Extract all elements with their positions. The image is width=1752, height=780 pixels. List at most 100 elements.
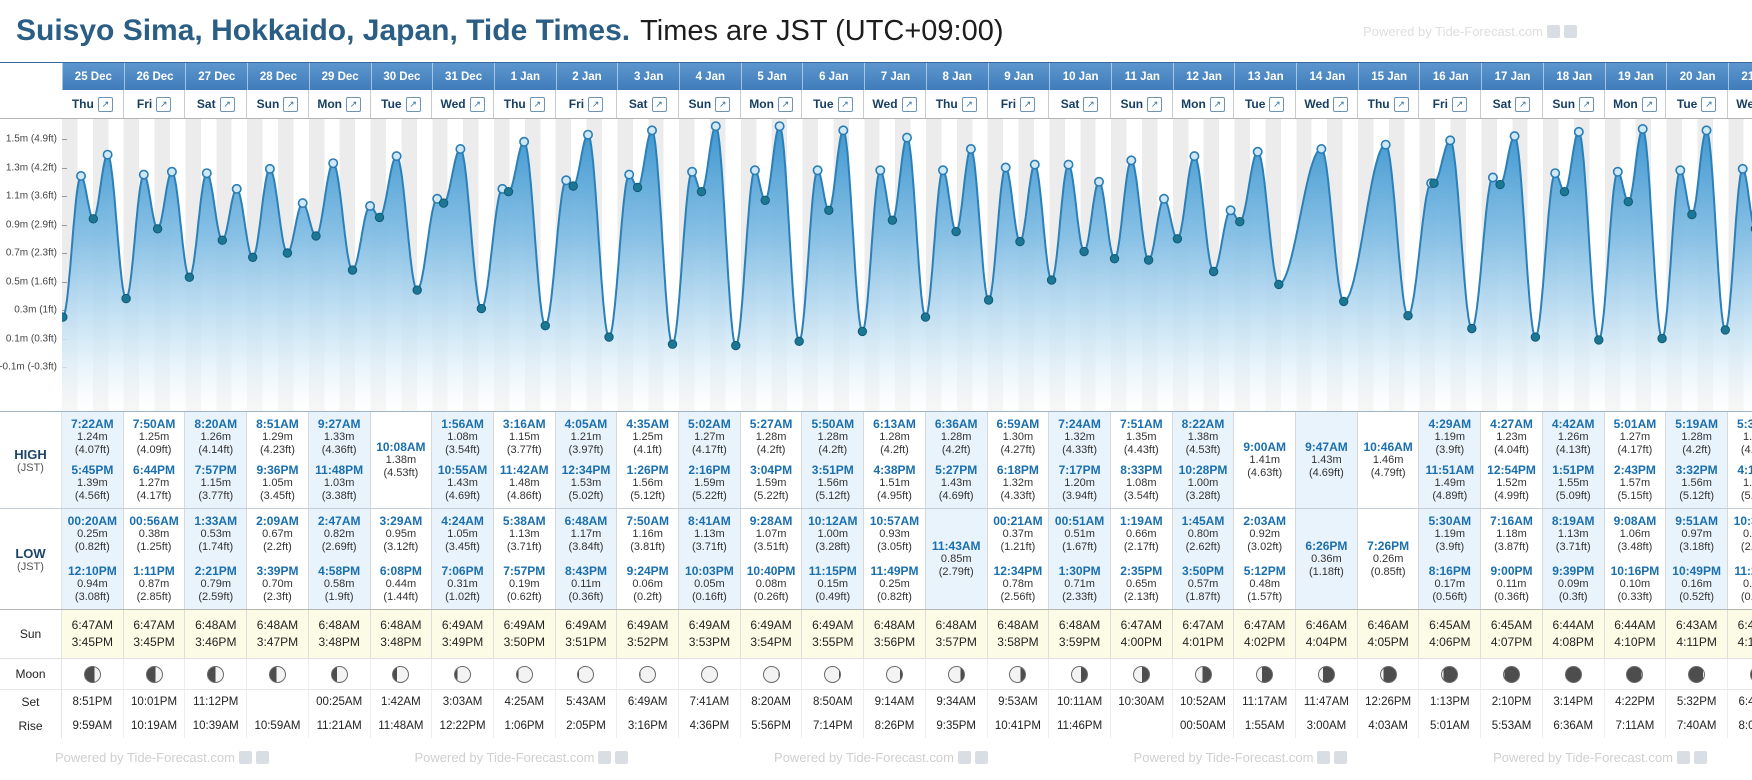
open-day-icon[interactable]: ↗ — [651, 96, 667, 112]
open-day-icon[interactable]: ↗ — [529, 96, 545, 112]
day-link[interactable]: Fri ↗ — [1419, 90, 1482, 118]
tide-point-low — [311, 231, 321, 241]
day-link[interactable]: Sat ↗ — [185, 90, 248, 118]
tide-point-high — [201, 168, 212, 179]
open-day-icon[interactable]: ↗ — [283, 96, 299, 112]
y-axis-tick — [62, 139, 67, 140]
open-day-icon[interactable]: ↗ — [901, 96, 917, 112]
open-day-icon[interactable]: ↗ — [1579, 96, 1595, 112]
tide-time: 1:26PM — [626, 463, 669, 477]
day-link[interactable]: Fri ↗ — [555, 90, 618, 118]
day-link[interactable]: Tue ↗ — [802, 90, 865, 118]
open-day-icon[interactable]: ↗ — [405, 96, 421, 112]
day-link[interactable]: Wed↗ — [1296, 90, 1358, 118]
open-day-icon[interactable]: ↗ — [1209, 96, 1225, 112]
share-twitter-icon — [1334, 751, 1348, 764]
open-day-icon[interactable]: ↗ — [1020, 96, 1036, 112]
day-link[interactable]: Sun ↗ — [679, 90, 741, 118]
day-link[interactable]: Mon ↗ — [740, 90, 803, 118]
tide-time: 9:00AM — [1243, 440, 1287, 454]
moon-cell — [1234, 659, 1297, 689]
tide-point-high — [365, 201, 376, 212]
high-tide-entry: 7:51AM 1.35m (4.43ft) — [1120, 417, 1163, 457]
open-day-icon[interactable]: ↗ — [1269, 96, 1285, 112]
day-name: Sat — [1060, 97, 1080, 111]
day-name: Tue — [813, 97, 834, 111]
tide-point-low — [1467, 323, 1477, 334]
sunrise-time: 6:47AM — [1182, 618, 1224, 632]
tide-height-ft: (4.17ft) — [691, 444, 727, 456]
day-link[interactable]: Wed↗ — [432, 90, 494, 118]
open-day-icon[interactable]: ↗ — [837, 96, 853, 112]
day-link[interactable]: Tue ↗ — [1666, 90, 1728, 118]
open-day-icon[interactable]: ↗ — [961, 96, 977, 112]
day-link[interactable]: Mon ↗ — [1172, 90, 1235, 118]
moon-cell — [679, 659, 741, 689]
tide-height-m: 0.24m — [1743, 578, 1752, 590]
moon-phase-icon — [268, 665, 286, 683]
tide-time: 10:08AM — [376, 440, 426, 454]
open-day-icon[interactable]: ↗ — [97, 96, 113, 112]
high-tide-cell: 4:42AM 1.26m (4.13ft) 1:51PM 1.55m (5.09ft) — [1542, 412, 1605, 508]
open-day-icon[interactable]: ↗ — [469, 96, 485, 112]
high-tide-entry: 11:51AM 1.49m (4.89ft) — [1425, 463, 1474, 503]
day-link[interactable]: Wed↗ — [864, 90, 926, 118]
tide-height-ft: (3.77ft) — [198, 490, 234, 502]
day-link[interactable]: Sat ↗ — [1481, 90, 1543, 118]
tide-height-m: 0.71m — [1064, 578, 1095, 590]
day-link[interactable]: Thu ↗ — [62, 90, 124, 118]
tide-height-ft: (3.71ft) — [691, 541, 727, 553]
sunset-time: 3:54PM — [750, 635, 792, 649]
day-link[interactable]: Mon ↗ — [1604, 90, 1667, 118]
day-link[interactable]: Fri ↗ — [987, 90, 1050, 118]
open-day-icon[interactable]: ↗ — [1701, 96, 1717, 112]
moon-phase-icon — [885, 665, 903, 683]
open-day-icon[interactable]: ↗ — [715, 96, 731, 112]
open-day-icon[interactable]: ↗ — [1147, 96, 1163, 112]
day-link[interactable]: Sun ↗ — [1110, 90, 1173, 118]
low-tide-cell: 9:08AM 1.06m (3.48ft) 10:16PM 0.10m (0.33ft) — [1604, 509, 1667, 609]
open-day-icon[interactable]: ↗ — [1333, 96, 1349, 112]
open-day-icon[interactable]: ↗ — [1393, 96, 1409, 112]
day-link[interactable]: Thu ↗ — [1357, 90, 1420, 118]
open-day-icon[interactable]: ↗ — [345, 96, 361, 112]
high-tide-entry: 4:27AM 1.23m (4.04ft) — [1490, 417, 1533, 457]
open-day-icon[interactable]: ↗ — [1641, 96, 1657, 112]
open-day-icon[interactable]: ↗ — [1083, 96, 1099, 112]
day-link[interactable]: Fri ↗ — [123, 90, 186, 118]
day-link[interactable]: Thu ↗ — [925, 90, 988, 118]
day-link[interactable]: Sat ↗ — [1049, 90, 1111, 118]
high-tide-row: HIGH (JST) 7:22AM 1.24m (4.07ft) 5:45PM 1.39… — [0, 411, 1752, 508]
open-day-icon[interactable]: ↗ — [156, 96, 172, 112]
open-day-icon[interactable]: ↗ — [588, 96, 604, 112]
y-axis-label: 1.1m (3.6ft) — [5, 190, 57, 202]
tide-height-m: 1.08m — [447, 431, 478, 443]
day-link[interactable]: Sun ↗ — [247, 90, 309, 118]
open-day-icon[interactable]: ↗ — [777, 96, 793, 112]
open-day-icon[interactable]: ↗ — [219, 96, 235, 112]
day-link[interactable]: Tue ↗ — [370, 90, 433, 118]
open-day-icon[interactable]: ↗ — [1451, 96, 1467, 112]
day-link[interactable]: Thu ↗ — [493, 90, 556, 118]
tide-point-high — [1701, 125, 1712, 136]
tide-time: 7:51AM — [1119, 417, 1163, 431]
day-link[interactable]: Mon ↗ — [308, 90, 371, 118]
tide-time: 8:41AM — [688, 514, 731, 528]
footer-watermark: Powered by Tide-Forecast.com — [1493, 750, 1707, 765]
date-header: 4 Jan — [679, 63, 741, 90]
day-link[interactable]: Wed↗ — [1727, 90, 1752, 118]
high-tide-cell: 5:19AM 1.28m (4.2ft) 3:32PM 1.56m (5.12ft) — [1666, 412, 1728, 508]
open-day-icon[interactable]: ↗ — [1515, 96, 1531, 112]
day-link[interactable]: Sat ↗ — [617, 90, 680, 118]
low-tide-cell: 10:12AM 1.00m (3.28ft) 11:15PM 0.15m (0.49ft) — [802, 509, 865, 609]
tide-time: 3:39PM — [256, 564, 299, 578]
day-link[interactable]: Sun ↗ — [1542, 90, 1605, 118]
y-axis-label: 0.5m (1.6ft) — [5, 276, 57, 287]
watermark-text: Powered by Tide-Forecast.com — [1133, 750, 1314, 765]
low-tide-cell: 7:50AM 1.16m (3.81ft) 9:24PM 0.06m (0.2ft) — [617, 509, 680, 609]
moonset-time: 7:41AM — [679, 690, 741, 714]
low-tide-entry: 7:26PM 0.26m (0.85ft) — [1367, 539, 1409, 579]
day-link[interactable]: Tue ↗ — [1234, 90, 1297, 118]
header: Suisyo Sima, Hokkaido, Japan, Tide Times… — [0, 0, 1752, 62]
